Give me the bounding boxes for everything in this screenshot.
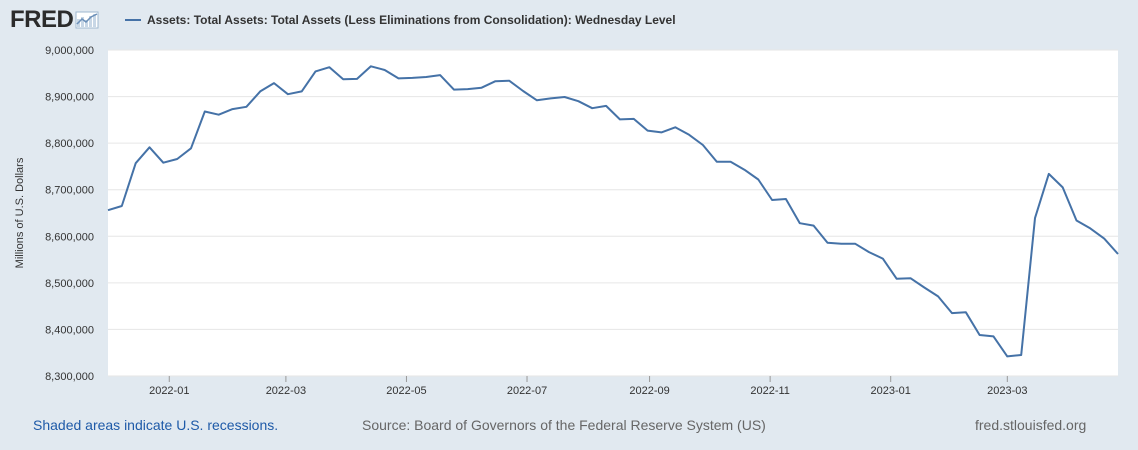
x-tick-label: 2022-07 (507, 385, 547, 397)
x-tick-label: 2022-01 (149, 385, 189, 397)
chart-legend[interactable]: Assets: Total Assets: Total Assets (Less… (125, 13, 676, 27)
legend-label: Assets: Total Assets: Total Assets (Less… (147, 13, 676, 27)
legend-swatch (125, 19, 141, 21)
fred-logo[interactable]: FRED (10, 6, 74, 33)
x-tick-label: 2022-11 (750, 385, 790, 397)
y-tick-label: 8,700,000 (45, 185, 94, 197)
y-tick-label: 8,800,000 (45, 138, 94, 150)
series-line (107, 65, 1119, 358)
y-tick-label: 8,500,000 (45, 278, 94, 290)
line-chart-icon (75, 10, 99, 30)
x-tick-label: 2022-09 (629, 385, 669, 397)
x-axis: 2022-01 2022-03 2022-05 2022-07 2022-09 2022-… (149, 376, 1028, 397)
y-tick-label: 8,300,000 (45, 371, 94, 383)
y-tick-label: 8,400,000 (45, 324, 94, 336)
y-axis-label: Millions of U.S. Dollars (14, 157, 26, 268)
y-axis: 8,300,000 8,400,000 8,500,000 8,600,000 8,70… (45, 45, 94, 383)
source-note: Source: Board of Governors of the Federa… (362, 417, 766, 433)
header: FRED (10, 6, 99, 34)
x-tick-label: 2022-05 (386, 385, 426, 397)
y-tick-label: 8,900,000 (45, 92, 94, 104)
y-tick-label: 8,600,000 (45, 231, 94, 243)
x-tick-label: 2023-01 (871, 385, 911, 397)
gridlines (108, 49, 1118, 377)
y-tick-label: 9,000,000 (45, 45, 94, 57)
site-link[interactable]: fred.stlouisfed.org (975, 417, 1087, 433)
plot-area (108, 50, 1118, 376)
recession-note-link[interactable]: Shaded areas indicate U.S. recessions. (33, 417, 279, 433)
x-tick-label: 2023-03 (987, 385, 1027, 397)
x-tick-label: 2022-03 (266, 385, 306, 397)
